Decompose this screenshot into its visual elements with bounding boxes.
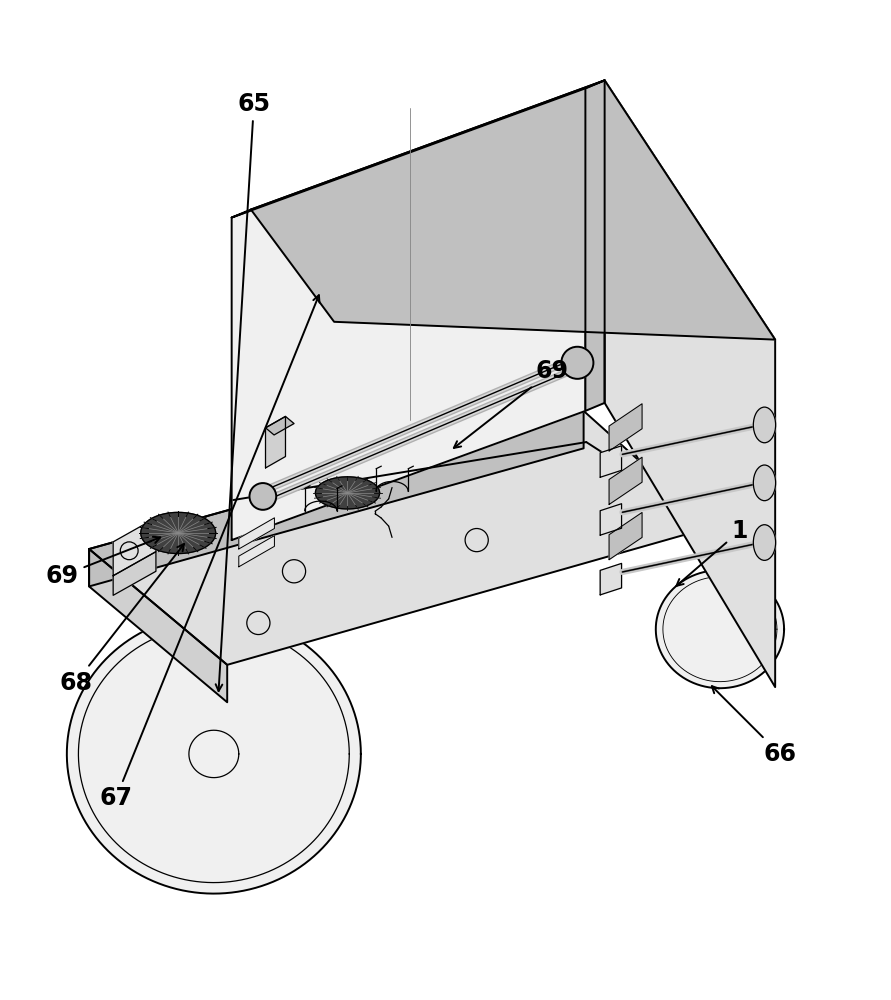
Ellipse shape	[753, 525, 775, 560]
Polygon shape	[601, 446, 622, 477]
Polygon shape	[609, 457, 642, 504]
Text: 69: 69	[45, 537, 160, 588]
Circle shape	[465, 529, 488, 552]
Polygon shape	[239, 518, 274, 549]
Polygon shape	[266, 416, 294, 435]
Polygon shape	[266, 416, 285, 468]
Polygon shape	[605, 80, 775, 687]
Text: 67: 67	[99, 295, 320, 810]
Ellipse shape	[753, 407, 775, 443]
Polygon shape	[141, 512, 216, 554]
Text: 1: 1	[676, 519, 748, 586]
Circle shape	[249, 483, 276, 510]
Polygon shape	[315, 477, 380, 509]
Polygon shape	[89, 411, 713, 665]
Polygon shape	[609, 404, 642, 451]
Polygon shape	[609, 512, 642, 560]
Polygon shape	[251, 80, 775, 340]
Text: 65: 65	[216, 92, 271, 691]
Circle shape	[120, 542, 138, 560]
Polygon shape	[232, 80, 605, 218]
Polygon shape	[239, 536, 274, 567]
Polygon shape	[232, 88, 585, 540]
Polygon shape	[67, 614, 361, 894]
Circle shape	[247, 611, 270, 635]
Polygon shape	[89, 549, 227, 702]
Polygon shape	[89, 411, 584, 586]
Text: 66: 66	[712, 686, 797, 766]
Text: 68: 68	[59, 544, 184, 695]
Text: 69: 69	[454, 359, 569, 448]
Polygon shape	[585, 80, 605, 411]
Polygon shape	[113, 552, 156, 595]
Circle shape	[282, 560, 306, 583]
Ellipse shape	[753, 465, 775, 501]
Circle shape	[561, 347, 593, 379]
Polygon shape	[601, 504, 622, 535]
Polygon shape	[113, 518, 156, 576]
Polygon shape	[601, 563, 622, 595]
Polygon shape	[656, 570, 784, 688]
